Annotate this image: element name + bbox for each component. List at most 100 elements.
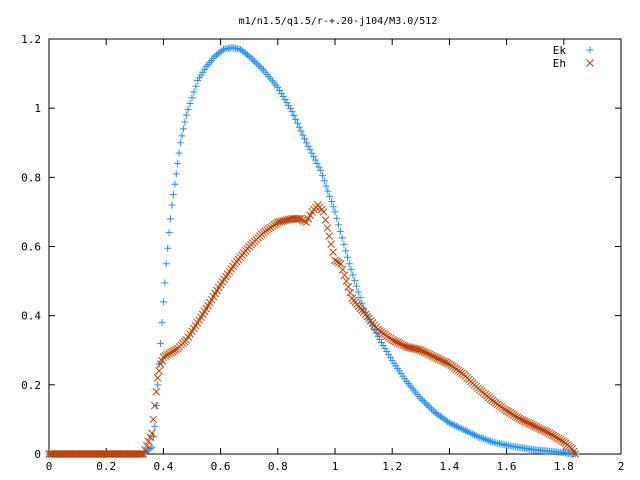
data-point xyxy=(322,182,330,190)
data-point xyxy=(356,294,364,302)
data-point xyxy=(158,319,166,327)
data-point xyxy=(286,105,294,113)
data-point xyxy=(429,407,437,415)
data-point xyxy=(325,232,334,240)
x-tick-label: 2 xyxy=(618,460,625,473)
data-point xyxy=(184,105,192,113)
data-point xyxy=(315,163,323,171)
data-point xyxy=(335,221,343,229)
chart-title: m1/n1.5/q1.5/r-+.20-j104/M3.0/512 xyxy=(239,16,438,27)
data-point xyxy=(258,64,266,72)
data-point xyxy=(431,409,439,416)
y-tick-label: 0.4 xyxy=(21,310,41,323)
data-point xyxy=(381,345,389,353)
data-point xyxy=(179,125,187,133)
data-point xyxy=(311,156,319,164)
data-point xyxy=(461,427,469,435)
data-point xyxy=(277,89,285,97)
x-tick-label: 0 xyxy=(46,460,53,473)
data-point xyxy=(274,83,282,91)
data-point xyxy=(159,298,167,306)
data-point xyxy=(144,437,153,446)
data-point xyxy=(188,94,196,102)
data-point xyxy=(463,428,471,436)
data-point xyxy=(136,450,144,458)
data-point xyxy=(338,265,347,274)
data-point xyxy=(321,216,330,224)
data-point xyxy=(383,348,391,356)
y-axis: 0 0.2 0.4 0.6 0.8 1 1.2 xyxy=(21,33,621,461)
data-point xyxy=(320,177,328,185)
legend-marker xyxy=(586,46,594,54)
data-point xyxy=(137,450,146,458)
x-tick-label: 1 xyxy=(332,460,339,473)
data-point xyxy=(331,256,339,265)
data-point xyxy=(152,387,161,396)
data-point xyxy=(445,419,453,427)
y-tick-label: 0.2 xyxy=(21,379,41,392)
x-tick-label: 1.2 xyxy=(382,460,402,473)
data-point xyxy=(449,421,457,429)
data-point xyxy=(301,135,309,143)
x-tick-label: 1.4 xyxy=(439,460,459,473)
data-point xyxy=(346,288,355,297)
data-point xyxy=(420,398,428,406)
data-point xyxy=(474,433,482,441)
data-point xyxy=(288,108,296,116)
x-tick-label: 0.8 xyxy=(268,460,288,473)
data-point xyxy=(182,111,190,119)
x-tick-label: 0.4 xyxy=(153,460,173,473)
data-point xyxy=(436,412,444,420)
data-point xyxy=(443,359,452,368)
data-point xyxy=(440,415,448,423)
data-point xyxy=(163,351,172,359)
data-point xyxy=(469,430,477,438)
data-point xyxy=(451,421,459,429)
data-point xyxy=(251,57,259,65)
data-point xyxy=(338,234,346,242)
data-point xyxy=(327,198,335,206)
data-point xyxy=(281,96,289,104)
data-point xyxy=(340,240,348,248)
data-point xyxy=(308,149,316,157)
data-point xyxy=(438,414,446,422)
data-point xyxy=(279,92,287,100)
data-point xyxy=(290,112,298,120)
data-point xyxy=(256,63,264,71)
y-tick-label: 0 xyxy=(34,448,41,461)
data-point xyxy=(349,271,357,279)
data-point xyxy=(192,82,200,90)
data-point xyxy=(151,422,159,430)
data-point xyxy=(454,423,462,431)
data-point xyxy=(190,88,198,96)
data-point xyxy=(243,51,251,59)
data-point xyxy=(283,99,291,107)
y-tick-label: 0.8 xyxy=(21,171,41,184)
data-point xyxy=(161,352,170,360)
y-tick-label: 0.6 xyxy=(21,241,41,254)
data-point xyxy=(458,425,466,433)
data-point xyxy=(164,244,172,252)
data-point xyxy=(485,437,493,445)
data-point xyxy=(478,434,486,442)
data-point xyxy=(297,127,305,135)
data-point xyxy=(453,422,461,430)
legend-label: Ek xyxy=(553,44,567,57)
data-point xyxy=(483,436,491,444)
data-point xyxy=(177,139,185,147)
data-point xyxy=(344,253,352,261)
data-point xyxy=(424,402,432,410)
data-point xyxy=(313,160,321,167)
data-point xyxy=(515,414,523,423)
data-point xyxy=(419,396,427,404)
data-point xyxy=(342,247,350,255)
data-point xyxy=(293,214,302,223)
data-point xyxy=(249,56,257,64)
data-point xyxy=(295,123,303,131)
x-tick-label: 1.6 xyxy=(497,460,517,473)
data-point xyxy=(162,260,170,268)
data-point xyxy=(447,420,455,428)
data-point xyxy=(155,367,163,375)
data-point xyxy=(386,354,394,362)
